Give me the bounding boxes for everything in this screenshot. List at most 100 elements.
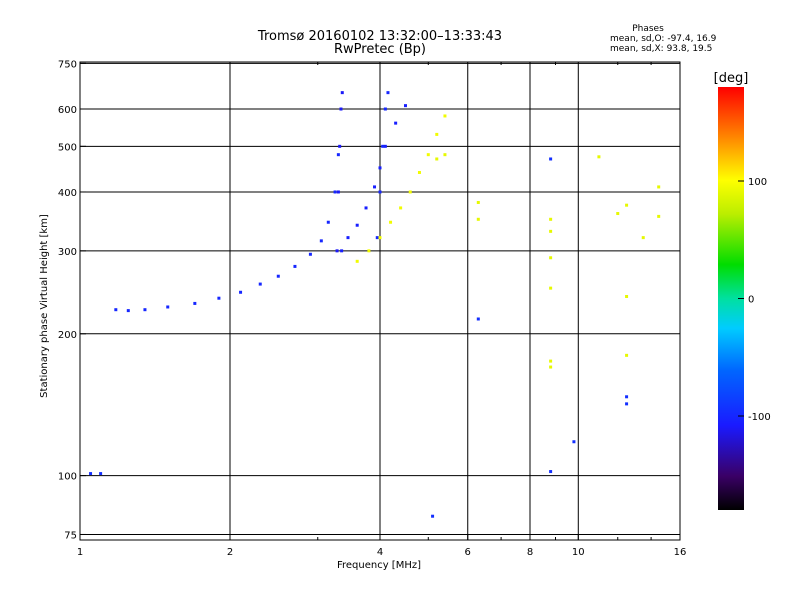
echo-point	[346, 236, 350, 240]
echo-point	[326, 220, 330, 224]
echo-point	[355, 259, 359, 263]
echo-point	[403, 104, 407, 108]
phase-stats-o: mean, sd,O: -97.4, 16.9	[610, 34, 717, 44]
echo-point	[399, 206, 403, 210]
echo-point	[193, 301, 197, 305]
echo-point	[340, 249, 344, 253]
echo-point	[476, 317, 480, 321]
echo-point	[143, 308, 147, 312]
echo-point	[258, 282, 262, 286]
echo-point	[126, 309, 130, 313]
echo-point	[657, 185, 661, 189]
echo-point	[549, 286, 553, 290]
y-tick-label: 300	[58, 247, 77, 258]
colorbar-tick-label: 0	[748, 295, 754, 306]
echo-point	[367, 249, 371, 253]
echo-point	[333, 190, 337, 194]
phase-stats-x: mean, sd,X: 93.8, 19.5	[610, 44, 712, 54]
echo-point	[394, 121, 398, 125]
echo-point	[408, 190, 412, 194]
echo-point	[476, 200, 480, 204]
colorbar-label: [deg]	[714, 71, 749, 86]
y-tick-label: 100	[58, 472, 77, 483]
y-tick-label: 600	[58, 105, 77, 116]
echo-point	[340, 91, 344, 95]
echo-point	[572, 440, 576, 444]
x-tick-labels: 1 2 4 6 8 10 16	[77, 62, 687, 558]
x-tick-label: 8	[527, 547, 533, 558]
echo-point	[389, 220, 393, 224]
echo-point	[308, 252, 312, 256]
y-tick-label: 200	[58, 330, 77, 341]
echo-point	[383, 107, 387, 111]
echo-point	[549, 157, 553, 161]
x-axis-label: Frequency [MHz]	[337, 560, 421, 571]
echo-point	[549, 365, 553, 369]
echo-point	[381, 144, 385, 148]
echo-point	[378, 190, 382, 194]
echo-point	[338, 144, 342, 148]
echo-point	[166, 305, 170, 309]
echo-point	[549, 217, 553, 221]
chart-subtitle: RwPretec (Bp)	[334, 42, 426, 57]
echo-point	[435, 157, 439, 161]
echo-point	[339, 107, 343, 111]
echo-point	[99, 472, 103, 476]
echo-point	[417, 170, 421, 174]
x-tick-label: 16	[674, 547, 687, 558]
echo-point	[443, 153, 447, 157]
x-tick-label: 2	[227, 547, 233, 558]
echo-point	[625, 353, 629, 357]
colorbar-tick-label: -100	[748, 412, 771, 423]
echo-point	[375, 236, 379, 240]
echo-point	[625, 402, 629, 406]
chart-title: Tromsø 20160102 13:32:00–13:33:43	[257, 29, 502, 44]
echo-point	[641, 236, 645, 240]
echo-point	[364, 206, 368, 210]
echo-point	[336, 190, 340, 194]
echo-point	[373, 185, 377, 189]
echo-point	[443, 114, 447, 118]
echo-point	[336, 153, 340, 157]
echo-point	[625, 294, 629, 298]
echo-point	[378, 166, 382, 170]
y-tick-label: 400	[58, 188, 77, 199]
echo-point	[431, 514, 435, 518]
y-axis-label: Stationary phase Virtual Height [km]	[39, 214, 50, 398]
echo-point	[386, 91, 390, 95]
echo-point	[597, 155, 601, 159]
colorbar-ticks: 100 0 -100	[738, 177, 771, 423]
echo-point	[426, 153, 430, 157]
y-tick-label: 500	[58, 142, 77, 153]
echo-point	[616, 212, 620, 216]
x-tick-label: 4	[377, 547, 383, 558]
x-tick-label: 10	[572, 547, 585, 558]
echo-point	[378, 236, 382, 240]
echo-point	[625, 395, 629, 399]
echo-point	[383, 144, 387, 148]
echo-point	[549, 359, 553, 363]
echo-point	[549, 256, 553, 260]
echo-point	[625, 203, 629, 207]
echo-point	[114, 308, 118, 312]
y-tick-label: 750	[58, 59, 77, 70]
x-tick-label: 6	[465, 547, 471, 558]
colorbar-tick-label: 100	[748, 177, 767, 188]
echo-point	[355, 223, 359, 227]
echo-point	[335, 249, 339, 253]
echo-point	[217, 296, 221, 300]
echo-point	[293, 264, 297, 268]
echo-point	[657, 214, 661, 218]
phase-stats-title: Phases	[632, 24, 664, 34]
echo-point	[276, 274, 280, 278]
echo-point	[239, 290, 243, 294]
echo-point	[89, 472, 93, 476]
echo-points	[89, 91, 661, 518]
x-tick-label: 1	[77, 547, 83, 558]
echo-point	[435, 132, 439, 136]
y-tick-labels: 75 100 200 300 400 500 600 750	[58, 59, 86, 541]
echo-point	[549, 229, 553, 233]
echo-point	[549, 470, 553, 474]
echo-point	[476, 217, 480, 221]
